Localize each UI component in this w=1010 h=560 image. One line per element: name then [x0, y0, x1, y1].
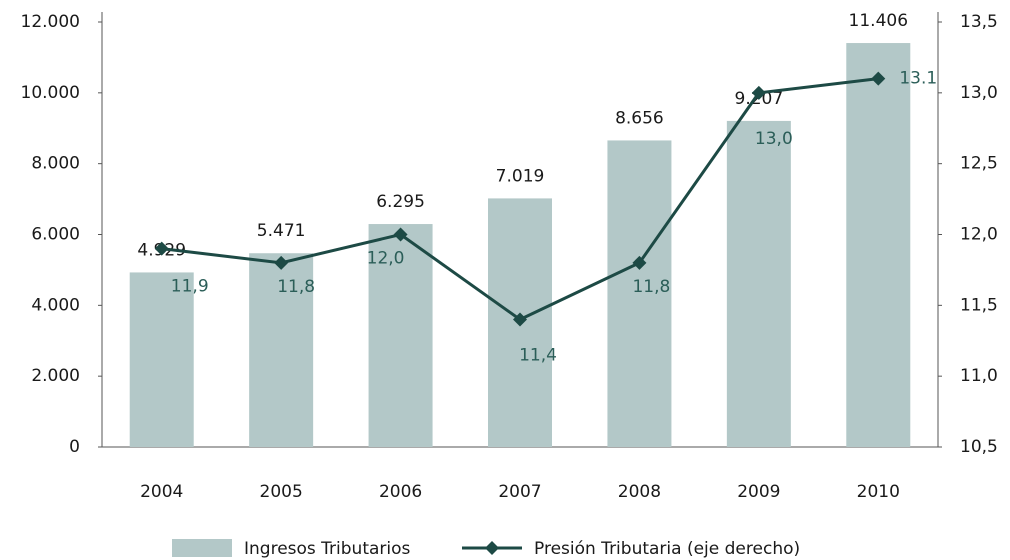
line-value-label: 11,8 — [277, 277, 315, 297]
x-tick-label: 2009 — [737, 482, 780, 502]
bar-value-label: 5.471 — [257, 221, 306, 241]
y2-tick-label: 11,5 — [960, 295, 998, 315]
y-tick-label: 4.000 — [31, 295, 80, 315]
bar — [607, 140, 672, 447]
bar-value-label: 11.406 — [849, 11, 908, 31]
y-tick-label: 2.000 — [31, 366, 80, 386]
bar — [726, 120, 791, 447]
y-tick-label: 10.000 — [21, 83, 80, 103]
legend-swatch — [172, 539, 232, 557]
y-tick-label: 12.000 — [21, 12, 80, 32]
y2-tick-label: 10,5 — [960, 437, 998, 457]
bar-value-label: 8.656 — [615, 108, 664, 128]
line-value-label: 11,4 — [519, 346, 557, 366]
line-marker — [393, 227, 408, 242]
bar — [129, 272, 194, 447]
x-tick-label: 2005 — [260, 482, 303, 502]
y2-tick-label: 13,0 — [960, 83, 998, 103]
line-value-label: 11,8 — [632, 277, 670, 297]
bar — [368, 224, 433, 447]
legend-marker — [485, 541, 499, 555]
line-value-label: 11,9 — [171, 277, 209, 297]
y2-tick-label: 12,0 — [960, 225, 998, 245]
x-tick-label: 2008 — [618, 482, 661, 502]
x-tick-label: 2010 — [857, 482, 900, 502]
line-marker — [274, 255, 289, 270]
line-value-label: 12,0 — [367, 249, 405, 269]
y2-tick-label: 12,5 — [960, 154, 998, 174]
bar-value-label: 7.019 — [496, 166, 545, 186]
y-tick-label: 0 — [69, 437, 80, 457]
line-marker — [513, 312, 527, 327]
y-tick-label: 6.000 — [31, 225, 80, 245]
bar — [846, 43, 911, 447]
line-marker — [871, 71, 886, 86]
x-tick-label: 2006 — [379, 482, 422, 502]
y-tick-label: 8.000 — [31, 154, 80, 174]
line-marker — [632, 255, 647, 270]
line-value-label: 13.1 — [899, 69, 937, 89]
legend-label: Ingresos Tributarios — [244, 539, 411, 559]
line-marker — [154, 241, 169, 256]
y2-tick-label: 11,0 — [960, 366, 998, 386]
legend-label: Presión Tributaria (eje derecho) — [534, 539, 800, 559]
x-tick-label: 2004 — [140, 482, 183, 502]
line-marker — [751, 85, 766, 100]
x-tick-label: 2007 — [498, 482, 541, 502]
bar-value-label: 6.295 — [376, 192, 425, 212]
bar — [249, 253, 314, 447]
line-value-label: 13,0 — [755, 129, 793, 149]
y2-tick-label: 13,5 — [960, 12, 998, 32]
